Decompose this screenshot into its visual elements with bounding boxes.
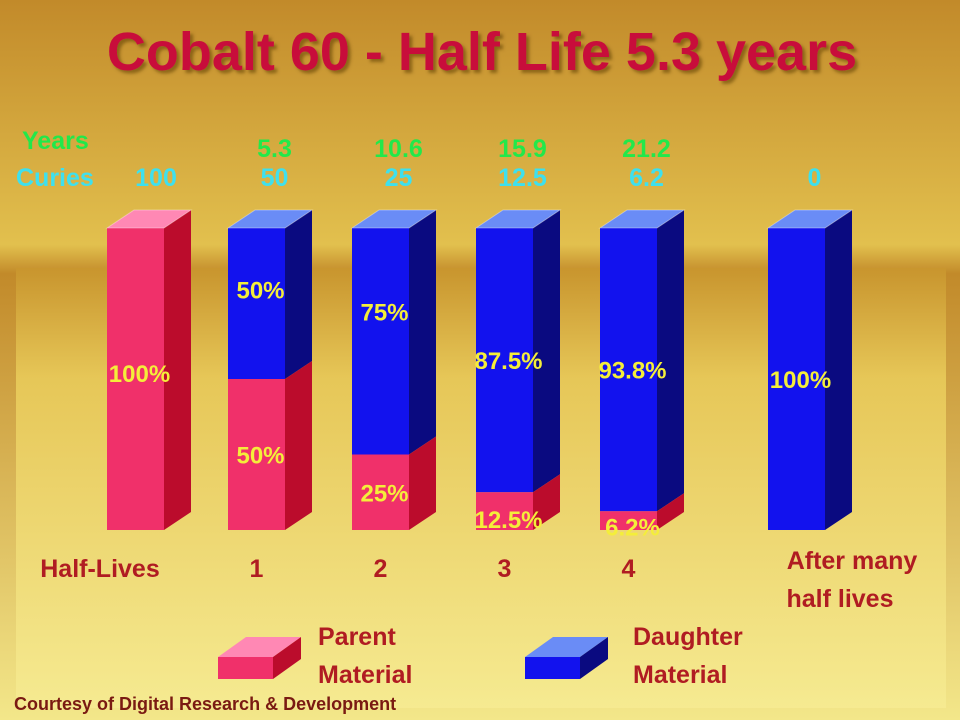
parent-bar-3-front [476, 492, 533, 530]
x-tick-label-1: 1 [250, 555, 264, 583]
years-value-2: 10.6 [374, 135, 423, 163]
curies-value-5: 0 [808, 164, 822, 192]
daughter-bar-4 [600, 210, 684, 512]
bar-top-2 [350, 209, 438, 229]
top-label-group: 100 5.350 10.625 15.912.5 21.26.2 0 [135, 135, 821, 192]
curies-value-3: 12.5 [498, 164, 547, 192]
credit-text: Courtesy of Digital Research & Developme… [14, 694, 396, 714]
legend-label-1-0: Daughter [633, 623, 743, 651]
parent-bar-1-side [285, 361, 312, 530]
legend-item-0: Parent Material [218, 623, 412, 689]
daughter-label-4: 93.8% [598, 358, 666, 385]
legend-item-1: Daughter Material [525, 623, 743, 689]
parent-bar-2-front [352, 454, 409, 530]
parent-bar-3 [476, 474, 560, 530]
parent-bar-1-front [228, 379, 285, 530]
parent-label-0: 100% [109, 361, 170, 388]
daughter-label-5: 100% [770, 367, 831, 394]
parent-bar-0-front [107, 228, 164, 530]
legend: Parent Material Daughter Material [218, 623, 743, 689]
parent-bar-2 [352, 436, 436, 530]
parent-label-2: 25% [360, 480, 408, 507]
daughter-bar-3-side [533, 210, 560, 493]
years-value-1: 5.3 [257, 135, 292, 163]
parent-bar-0-side [164, 210, 191, 530]
parent-label-3: 12.5% [474, 507, 542, 534]
daughter-bar-1-front [228, 228, 285, 379]
daughter-label-3: 87.5% [474, 348, 542, 375]
bar-top-4 [598, 209, 686, 229]
daughter-bar-5-side [825, 210, 852, 530]
bar-top-1 [226, 209, 314, 229]
legend-label-0-1: Material [318, 661, 412, 689]
daughter-bar-4-side [657, 210, 684, 512]
bar-group [105, 209, 854, 530]
x-axis-label: Half-Lives [40, 555, 159, 583]
curies-value-0: 100 [135, 164, 177, 192]
daughter-label-2: 75% [360, 299, 408, 326]
legend-swatch-0 [218, 657, 273, 679]
years-header: Years [22, 127, 89, 155]
chart-title: Cobalt 60 - Half Life 5.3 years [107, 22, 857, 82]
daughter-label-1: 50% [236, 278, 284, 305]
x-tick-label-2: 2 [374, 555, 388, 583]
daughter-bar-5 [768, 210, 852, 530]
daughter-bar-2-front [352, 228, 409, 455]
parent-label-4: 6.2% [605, 515, 660, 542]
bar-top-5 [766, 209, 854, 229]
x-tick-label-5: After many half lives [787, 547, 918, 613]
legend-swatch-top-1 [525, 637, 608, 657]
legend-swatch-top-0 [218, 637, 301, 657]
legend-label-1-1: Material [633, 661, 727, 689]
years-value-4: 21.2 [622, 135, 671, 163]
bar-top-0 [105, 209, 193, 229]
curies-value-2: 25 [385, 164, 413, 192]
daughter-bar-1-side [285, 210, 312, 379]
daughter-bar-3-front [476, 228, 533, 493]
daughter-bar-2 [352, 210, 436, 455]
daughter-bar-1 [228, 210, 312, 379]
parent-bar-4-side [657, 493, 684, 530]
curies-value-1: 50 [261, 164, 289, 192]
bar-label-group: 100% 50% 50% 75% 25% 87.5% 12.5% 93.8% 6.2% 100% [109, 278, 831, 542]
curies-value-4: 6.2 [629, 164, 664, 192]
x-tick-label-4: 4 [622, 555, 636, 583]
daughter-bar-3 [476, 210, 560, 493]
legend-swatch-side-1 [580, 637, 608, 679]
parent-bar-3-side [533, 474, 560, 530]
parent-bar-0 [107, 210, 191, 530]
years-value-3: 15.9 [498, 135, 547, 163]
x-tick-label-3: 3 [498, 555, 512, 583]
daughter-bar-5-front [768, 228, 825, 530]
curies-header: Curies [16, 164, 94, 192]
daughter-bar-2-side [409, 210, 436, 455]
legend-label-0-0: Parent [318, 623, 396, 651]
legend-swatch-1 [525, 657, 580, 679]
parent-bar-1 [228, 361, 312, 530]
daughter-bar-4-front [600, 228, 657, 512]
x-tick-group: 1 2 3 4 After many half lives [250, 547, 918, 613]
bar-top-3 [474, 209, 562, 229]
legend-swatch-side-0 [273, 637, 301, 679]
parent-bar-4-front [600, 511, 657, 530]
parent-label-1: 50% [236, 443, 284, 470]
parent-bar-2-side [409, 436, 436, 530]
parent-bar-4 [600, 493, 684, 530]
